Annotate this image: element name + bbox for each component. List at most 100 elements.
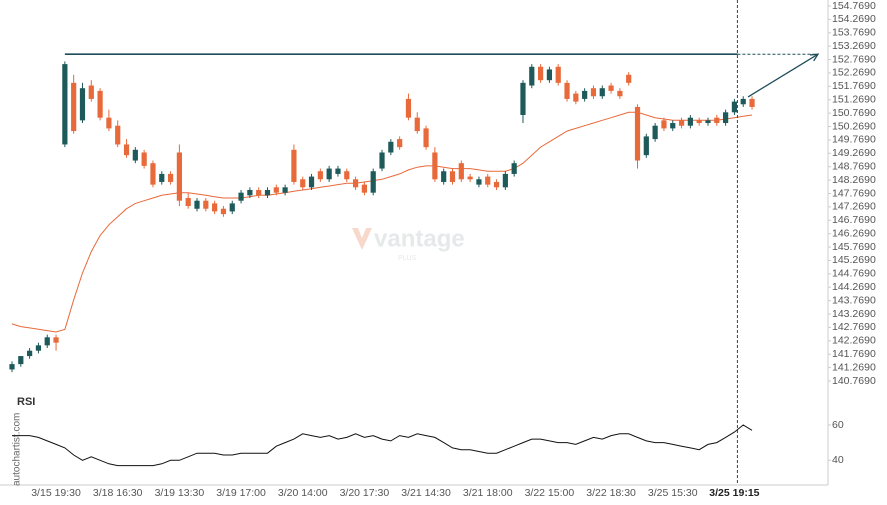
y-tick-label: 154.7690 bbox=[832, 0, 876, 12]
candle-body bbox=[326, 168, 332, 180]
candle-body bbox=[150, 163, 156, 185]
y-tick-label: 148.7690 bbox=[832, 160, 876, 172]
rsi-title: RSI bbox=[17, 396, 35, 408]
candle-body bbox=[617, 90, 623, 97]
candle-body bbox=[511, 163, 517, 174]
candle-body bbox=[643, 136, 649, 156]
y-tick-label: 144.2690 bbox=[832, 281, 876, 293]
y-tick-label: 140.7690 bbox=[832, 375, 876, 387]
x-tick-label: 3/21 14:30 bbox=[401, 487, 451, 499]
candle-body bbox=[740, 98, 746, 105]
candle-body bbox=[546, 69, 553, 81]
candle-body bbox=[599, 88, 605, 97]
y-tick-label: 148.2690 bbox=[832, 174, 876, 186]
candle-body bbox=[493, 181, 500, 188]
forecast-arrow bbox=[747, 53, 819, 98]
y-tick-label: 141.7690 bbox=[832, 348, 876, 360]
x-tick-label: 3/15 19:30 bbox=[31, 487, 81, 499]
candle-body bbox=[88, 85, 94, 99]
candle-body bbox=[626, 74, 632, 83]
y-tick-label: 146.2690 bbox=[832, 227, 876, 239]
candle-body bbox=[9, 364, 15, 370]
candle-body bbox=[731, 101, 738, 113]
candle-body bbox=[256, 189, 262, 196]
candle-body bbox=[132, 149, 138, 161]
source-label: autochartist.com bbox=[12, 413, 23, 486]
candle-body bbox=[247, 189, 253, 196]
y-tick-label: 149.2690 bbox=[832, 147, 876, 159]
candle-body bbox=[520, 82, 526, 115]
candle-body bbox=[670, 123, 676, 129]
y-tick-label: 146.7690 bbox=[832, 214, 876, 226]
y-tick-label: 152.2690 bbox=[832, 67, 876, 79]
candle-body bbox=[18, 356, 24, 365]
candle-body bbox=[678, 120, 685, 126]
y-tick-label: 142.2690 bbox=[832, 335, 876, 347]
y-tick-label: 147.2690 bbox=[832, 201, 876, 213]
candle-body bbox=[573, 93, 579, 102]
x-tick-label: 3/20 17:30 bbox=[340, 487, 390, 499]
y-tick-label: 152.7690 bbox=[832, 53, 876, 65]
x-tick-label: 3/19 17:00 bbox=[216, 487, 266, 499]
candle-body bbox=[159, 173, 165, 182]
y-tick-label: 153.2690 bbox=[832, 40, 876, 52]
candle-body bbox=[388, 141, 394, 153]
candle-body bbox=[582, 90, 588, 99]
candle-body bbox=[370, 171, 376, 193]
candle-body bbox=[449, 171, 456, 182]
candle-body bbox=[749, 98, 755, 107]
candle-body bbox=[634, 106, 641, 161]
candle-body bbox=[212, 203, 218, 212]
candle-body bbox=[308, 176, 315, 188]
moving-average bbox=[11, 111, 753, 333]
candle-body bbox=[361, 184, 367, 193]
candle-body bbox=[62, 64, 68, 145]
y-tick-label: 147.7690 bbox=[832, 187, 876, 199]
candle-body bbox=[414, 117, 420, 132]
candle-body bbox=[344, 171, 350, 180]
watermark-text: vantage bbox=[374, 225, 465, 252]
x-tick-label: 3/22 18:30 bbox=[586, 487, 636, 499]
y-tick-label: 145.2690 bbox=[832, 254, 876, 266]
y-tick-label: 149.7690 bbox=[832, 134, 876, 146]
candle-body bbox=[652, 125, 658, 140]
candle-body bbox=[432, 152, 438, 180]
forecast-arrowhead bbox=[809, 53, 820, 62]
candle-body bbox=[476, 179, 482, 185]
candle-body bbox=[687, 117, 693, 126]
y-tick-label: 145.7690 bbox=[832, 241, 876, 253]
candle-body bbox=[397, 139, 403, 148]
candle-body bbox=[106, 117, 112, 129]
candle-body bbox=[723, 112, 729, 124]
rsi-line bbox=[12, 424, 753, 467]
candle-body bbox=[555, 66, 561, 83]
x-tick-label: 3/22 15:00 bbox=[525, 487, 575, 499]
y-tick-label: 153.7690 bbox=[832, 27, 876, 39]
y2-tick-label: 40 bbox=[832, 454, 844, 466]
candle-body bbox=[97, 90, 103, 118]
candle-body bbox=[44, 337, 50, 346]
candle-body bbox=[485, 176, 491, 185]
candle-body bbox=[352, 179, 359, 188]
y-tick-label: 150.7690 bbox=[832, 107, 876, 119]
candle-body bbox=[167, 173, 174, 182]
candle-body bbox=[71, 82, 77, 132]
candle-body bbox=[203, 200, 209, 209]
y-tick-label: 144.7690 bbox=[832, 268, 876, 280]
candle-body bbox=[467, 176, 473, 180]
x-tick-label: 3/25 15:30 bbox=[648, 487, 698, 499]
candle-body bbox=[538, 66, 544, 81]
candle-body bbox=[264, 189, 271, 196]
candle-body bbox=[300, 179, 306, 188]
candle-body bbox=[291, 149, 297, 182]
candle-body bbox=[238, 192, 244, 201]
candle-body bbox=[705, 120, 711, 124]
candle-body bbox=[273, 187, 279, 193]
watermark-logo bbox=[352, 228, 372, 250]
candle-body bbox=[502, 173, 508, 188]
x-tick-label: 3/25 19:15 bbox=[709, 487, 759, 499]
candle-body bbox=[123, 144, 130, 156]
y-tick-label: 154.2690 bbox=[832, 13, 876, 25]
candle-body bbox=[379, 152, 385, 169]
